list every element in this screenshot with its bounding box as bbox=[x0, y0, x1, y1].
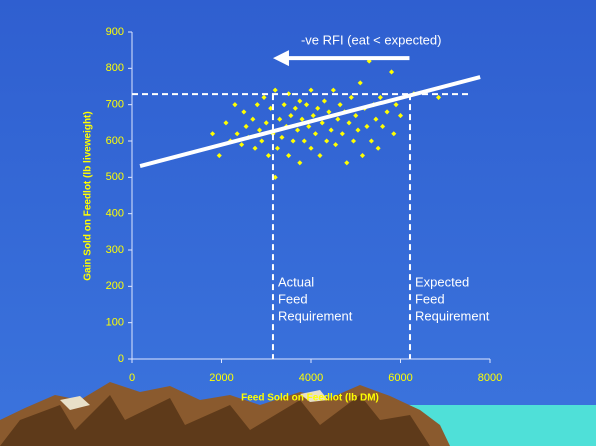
annotation: Expected bbox=[415, 274, 469, 289]
x-axis-label: Feed Sold on Feedlot (lb DM) bbox=[241, 393, 379, 404]
chart: Feed Sold on Feedlot (lb DM) Gain Sold o… bbox=[0, 0, 596, 446]
y-tick-label: 400 bbox=[106, 208, 124, 220]
y-tick-label: 0 bbox=[118, 353, 124, 365]
y-tick-label: 700 bbox=[106, 99, 124, 111]
x-tick-label: 6000 bbox=[388, 372, 412, 384]
annotation: Feed bbox=[415, 291, 445, 306]
y-tick-label: 600 bbox=[106, 135, 124, 147]
x-tick-label: 8000 bbox=[478, 372, 502, 384]
annotation: Requirement bbox=[278, 308, 353, 323]
annotation: Feed bbox=[278, 291, 308, 306]
x-tick-label: 2000 bbox=[209, 372, 233, 384]
x-tick-label: 0 bbox=[129, 372, 135, 384]
y-tick-label: 100 bbox=[106, 317, 124, 329]
y-tick-label: 900 bbox=[106, 26, 124, 38]
y-tick-label: 800 bbox=[106, 62, 124, 74]
annotation: Requirement bbox=[415, 308, 490, 323]
y-tick-label: 300 bbox=[106, 244, 124, 256]
annotation: Actual bbox=[278, 274, 314, 289]
x-tick-label: 4000 bbox=[299, 372, 323, 384]
y-axis-label: Gain Sold on Feedlot (lb liveweight) bbox=[83, 111, 94, 280]
arrow-label: -ve RFI (eat < expected) bbox=[301, 32, 442, 47]
y-tick-label: 200 bbox=[106, 280, 124, 292]
y-tick-label: 500 bbox=[106, 171, 124, 183]
